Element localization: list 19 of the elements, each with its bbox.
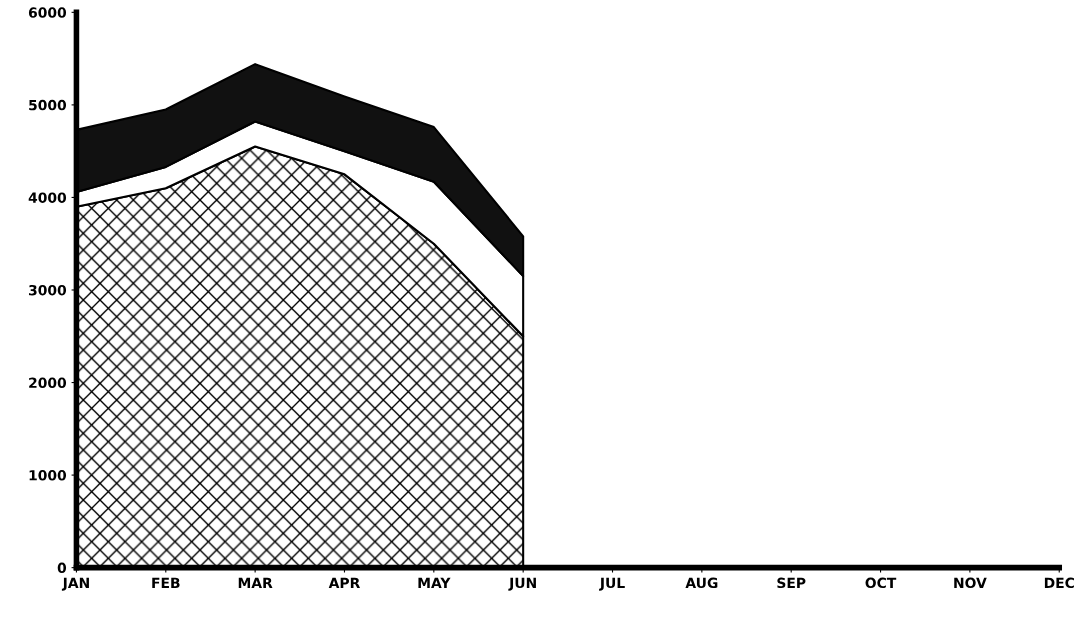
x-tick-label: JAN [61,577,89,591]
x-tick-label: JUN [508,577,536,591]
x-tick-label: AUG [685,577,718,589]
y-tick-label: 6000 [28,7,67,18]
y-tick-label: 3000 [28,284,67,296]
y-tick-label: 4000 [28,192,67,203]
x-tick-label: JUL [599,577,625,591]
y-tick-label: 2000 [29,377,67,389]
y-tick-label: 0 [57,562,67,574]
x-tick-label: MAY [418,577,451,588]
x-tick-label: DEC [1044,577,1074,589]
x-tick-label: MAR [238,577,273,588]
y-tick-label: 1000 [29,470,67,481]
x-tick-label: NOV [954,577,987,589]
x-tick-label: SEP [777,577,806,589]
x-tick-label: OCT [865,577,897,589]
x-tick-label: APR [328,577,361,588]
x-tick-label: FEB [152,577,180,588]
y-tick-label: 5000 [29,99,67,111]
